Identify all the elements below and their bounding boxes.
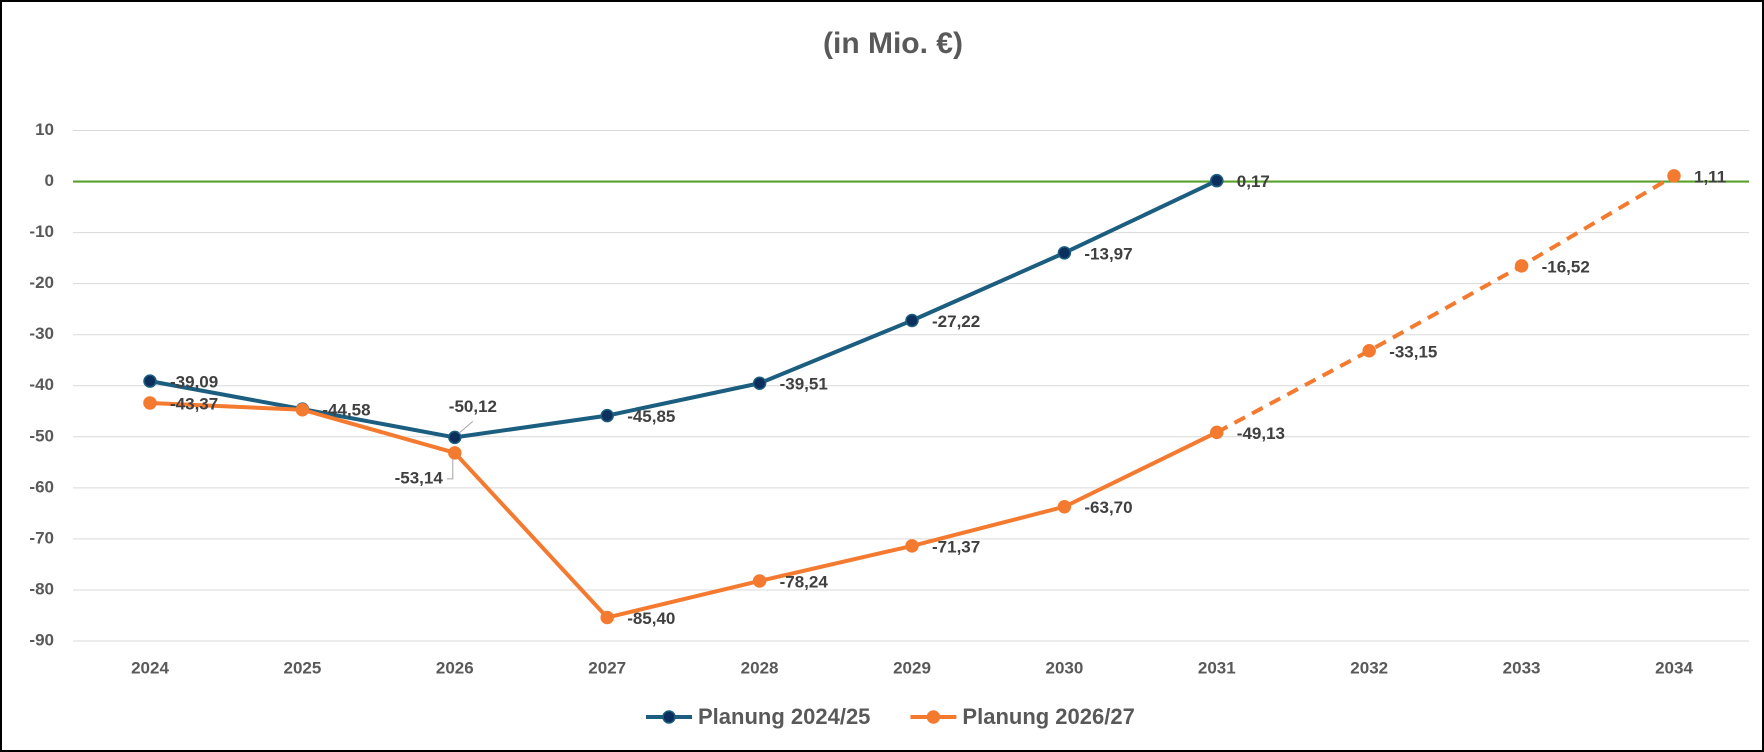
data-label: -44,58 <box>322 401 370 420</box>
y-tick-label: -70 <box>29 528 54 547</box>
x-tick-label: 2027 <box>588 658 626 677</box>
x-tick-label: 2029 <box>893 658 931 677</box>
x-tick-label: 2030 <box>1045 658 1083 677</box>
y-tick-label: -20 <box>29 273 54 292</box>
data-label: -43,37 <box>170 394 218 413</box>
data-label: -39,51 <box>780 375 828 394</box>
marker <box>752 574 767 588</box>
y-tick-label: -80 <box>29 579 54 598</box>
marker <box>1210 425 1224 440</box>
data-label: -53,14 <box>395 468 444 487</box>
x-tick-label: 2033 <box>1503 658 1541 677</box>
marker <box>1057 246 1072 260</box>
data-label: -63,70 <box>1084 498 1132 517</box>
marker <box>1210 173 1224 188</box>
data-label: -39,09 <box>170 373 218 392</box>
marker <box>1667 169 1681 183</box>
legend-label: Planung 2024/25 <box>698 704 870 729</box>
marker <box>905 313 919 328</box>
x-tick-label: 2032 <box>1350 658 1388 677</box>
marker <box>600 610 614 625</box>
marker <box>600 408 614 423</box>
data-label: -78,24 <box>780 572 829 591</box>
marker <box>448 430 462 445</box>
series-line-dashed <box>1215 174 1676 435</box>
marker <box>1057 499 1072 514</box>
data-label: 0,17 <box>1237 172 1270 191</box>
marker <box>448 446 462 460</box>
chart-title: (in Mio. €) <box>823 27 963 60</box>
data-label: -71,37 <box>932 537 980 556</box>
data-label: -50,12 <box>449 397 497 416</box>
series-line <box>149 178 1218 440</box>
x-tick-label: 2026 <box>436 658 474 677</box>
x-tick-label: 2031 <box>1198 658 1236 677</box>
data-label: -16,52 <box>1542 257 1590 276</box>
legend-marker <box>662 710 676 724</box>
data-label: -49,13 <box>1237 424 1285 443</box>
marker <box>1362 344 1376 358</box>
y-tick-label: -10 <box>29 222 54 241</box>
leader-line <box>446 458 454 480</box>
series-line <box>149 400 1218 620</box>
marker <box>143 374 157 388</box>
y-tick-label: -60 <box>29 477 54 496</box>
x-tick-label: 2034 <box>1655 658 1693 677</box>
data-label: -27,22 <box>932 312 980 331</box>
marker <box>752 376 767 390</box>
leader-line <box>458 421 474 434</box>
y-tick-label: -30 <box>29 324 54 343</box>
y-tick-label: 10 <box>35 120 54 139</box>
data-label: -45,85 <box>627 407 675 426</box>
y-tick-label: -40 <box>29 375 54 394</box>
y-tick-label: -50 <box>29 426 54 445</box>
marker <box>905 539 919 553</box>
marker <box>295 402 310 417</box>
x-tick-label: 2028 <box>741 658 779 677</box>
x-tick-label: 2025 <box>283 658 321 677</box>
data-label: -33,15 <box>1389 342 1437 361</box>
x-tick-label: 2024 <box>131 658 169 677</box>
legend-label: Planung 2026/27 <box>962 704 1134 729</box>
marker <box>143 396 157 410</box>
data-label: -85,40 <box>627 609 675 628</box>
marker <box>1514 259 1529 273</box>
data-label: -13,97 <box>1084 244 1132 263</box>
data-label: 1,11 <box>1694 167 1726 186</box>
legend-marker <box>926 710 941 724</box>
y-tick-label: 0 <box>45 171 54 190</box>
y-tick-label: -90 <box>29 630 54 649</box>
